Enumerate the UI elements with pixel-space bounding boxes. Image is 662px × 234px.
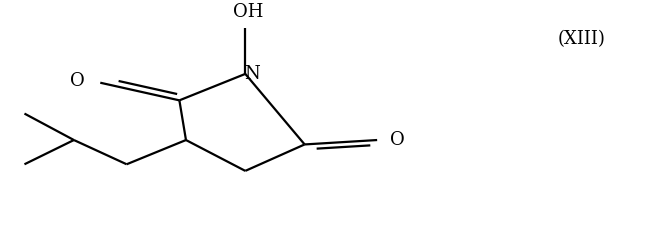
Text: N: N [244,65,260,83]
Text: O: O [70,72,85,90]
Text: (XIII): (XIII) [557,30,606,48]
Text: OH: OH [234,3,263,21]
Text: O: O [389,131,404,149]
